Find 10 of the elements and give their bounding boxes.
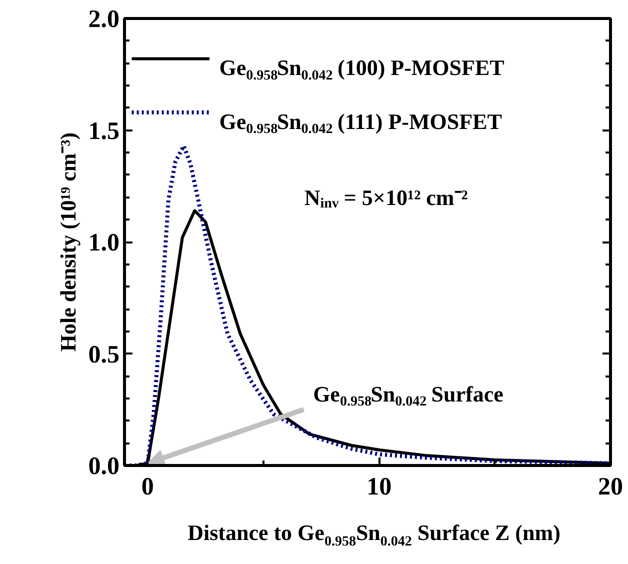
x-axis-title: Distance to Ge$_{0.958}$Sn$_{0.042}$ Surface Z (nm) <box>188 519 560 552</box>
y-tick-label: 2.0 <box>88 6 120 33</box>
y-axis-title: Hole density (10¹⁹ cm⁻³) <box>55 132 80 352</box>
y-tick-label: 1.5 <box>88 118 120 145</box>
y-tick-label: 1.0 <box>88 230 120 256</box>
y-tick-label: 0.5 <box>88 341 120 368</box>
x-tick-label: 10 <box>366 474 392 500</box>
x-tick-label: 0 <box>141 474 154 500</box>
x-tick-label: 20 <box>598 474 623 500</box>
y-tick-label: 0.0 <box>88 453 120 480</box>
